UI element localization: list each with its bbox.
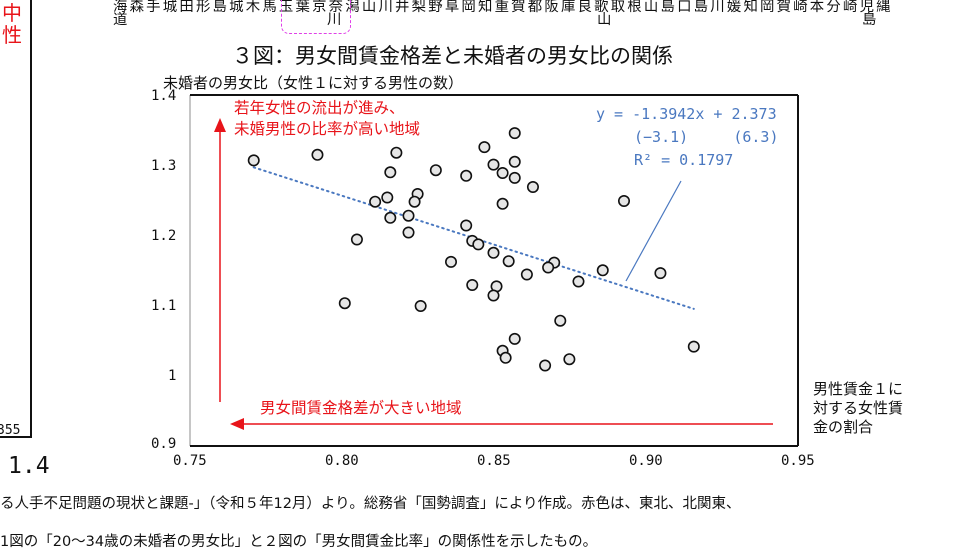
left-fragment-char-1: 中 <box>2 1 22 25</box>
data-point <box>487 289 500 302</box>
data-point <box>402 209 415 222</box>
left-arrow-head-icon <box>230 418 244 430</box>
x-axis-title-line3: 金の割合 <box>813 418 874 436</box>
data-point <box>460 219 473 232</box>
equation-callout-line <box>625 180 682 282</box>
data-point <box>384 211 397 224</box>
data-point <box>487 158 500 171</box>
y-tick-label: 1.2 <box>151 228 177 244</box>
prefecture-label-row: 海森手城田形島城木馬玉葉京奈潟山川井梨野阜岡知重賀都阪庫良歌取根山島口島川媛知岡… <box>113 0 893 15</box>
prefecture-label-row2-wakayama: 山 <box>597 12 612 28</box>
data-point <box>460 169 473 182</box>
data-point <box>311 148 324 161</box>
left-figure-border <box>30 0 32 438</box>
data-point <box>384 166 397 179</box>
data-point <box>554 314 567 327</box>
annotation-lower: 男女間賃金格差が大きい地域 <box>260 399 462 417</box>
prefecture-label-row2-hokkaido: 道 <box>113 12 128 28</box>
data-point <box>520 268 533 281</box>
data-point <box>508 171 521 184</box>
y-tick-label: 1.1 <box>151 298 177 314</box>
left-fragment-value: 355 <box>0 423 21 438</box>
footnote-line2: 1図の「20～34歳の未婚者の男女比」と２図の「男女間賃金比率」の関係性を示した… <box>0 534 598 550</box>
x-tick-label: 0.95 <box>781 453 815 469</box>
x-tick-label: 0.85 <box>477 453 511 469</box>
data-point <box>687 340 700 353</box>
annotation-arrows <box>214 118 773 430</box>
annotation-upper-line1: 若年女性の流出が進み、 <box>234 99 405 117</box>
up-arrow-head-icon <box>214 118 226 132</box>
data-point <box>539 359 552 372</box>
y-tick-label: 0.9 <box>151 436 177 452</box>
data-point <box>654 267 667 280</box>
data-point <box>390 146 403 159</box>
data-point <box>338 297 351 310</box>
data-point <box>472 238 485 251</box>
data-point <box>402 226 415 239</box>
data-point <box>487 246 500 259</box>
data-point <box>542 261 555 274</box>
highlight-dashed-box <box>281 0 351 34</box>
data-point <box>618 195 631 208</box>
prefecture-label-row2-kagoshima: 島 <box>862 12 877 28</box>
data-point <box>381 191 394 204</box>
chart-title: ３図：男女間賃金格差と未婚者の男女比の関係 <box>232 44 673 68</box>
data-point <box>563 353 576 366</box>
data-point <box>496 167 509 180</box>
left-fragment-char-2: 性 <box>2 23 22 47</box>
plot-frame <box>189 94 799 447</box>
data-point <box>369 195 382 208</box>
data-point <box>414 299 427 312</box>
prefecture-label-row2-kanagawa: 川 <box>327 12 342 28</box>
x-axis-title-line1: 男性賃金１に <box>813 380 904 398</box>
data-point <box>596 264 609 277</box>
data-point <box>247 154 260 167</box>
trendline-r-squared: R² = 0.1797 <box>634 151 734 169</box>
data-point <box>408 195 421 208</box>
y-tick-label: 1.4 <box>151 88 177 104</box>
annotation-upper-line2: 未婚男性の比率が高い地域 <box>234 120 421 138</box>
data-point <box>496 197 509 210</box>
data-points <box>247 127 700 372</box>
left-figure-border-bottom <box>0 436 32 438</box>
data-point <box>572 275 585 288</box>
data-point <box>466 278 479 291</box>
data-point <box>499 351 512 364</box>
x-axis-title-line2: 対する女性賃 <box>813 399 904 417</box>
data-point <box>429 164 442 177</box>
data-point <box>508 155 521 168</box>
data-point <box>526 181 539 194</box>
data-point <box>445 255 458 268</box>
x-tick-label: 0.80 <box>325 453 359 469</box>
data-point <box>508 332 521 345</box>
data-point <box>508 127 521 140</box>
y-tick-label: 1 <box>168 368 177 384</box>
left-fragment-big-value: 1.4 <box>8 453 50 479</box>
x-tick-label: 0.75 <box>173 453 207 469</box>
y-tick-label: 1.3 <box>151 158 177 174</box>
y-axis-title: 未婚者の男女比（女性１に対する男性の数） <box>163 74 464 92</box>
data-point <box>350 233 363 246</box>
data-point <box>502 255 515 268</box>
trendline-t-values: (−3.1) (6.3) <box>634 128 779 146</box>
trendline-equation: y = -1.3942x + 2.373 <box>596 105 777 123</box>
x-tick-label: 0.90 <box>629 453 663 469</box>
footnote-line1: る人手不足問題の現状と課題-」（令和５年12月）より。総務省「国勢調査」により作… <box>0 496 741 512</box>
data-point <box>478 141 491 154</box>
